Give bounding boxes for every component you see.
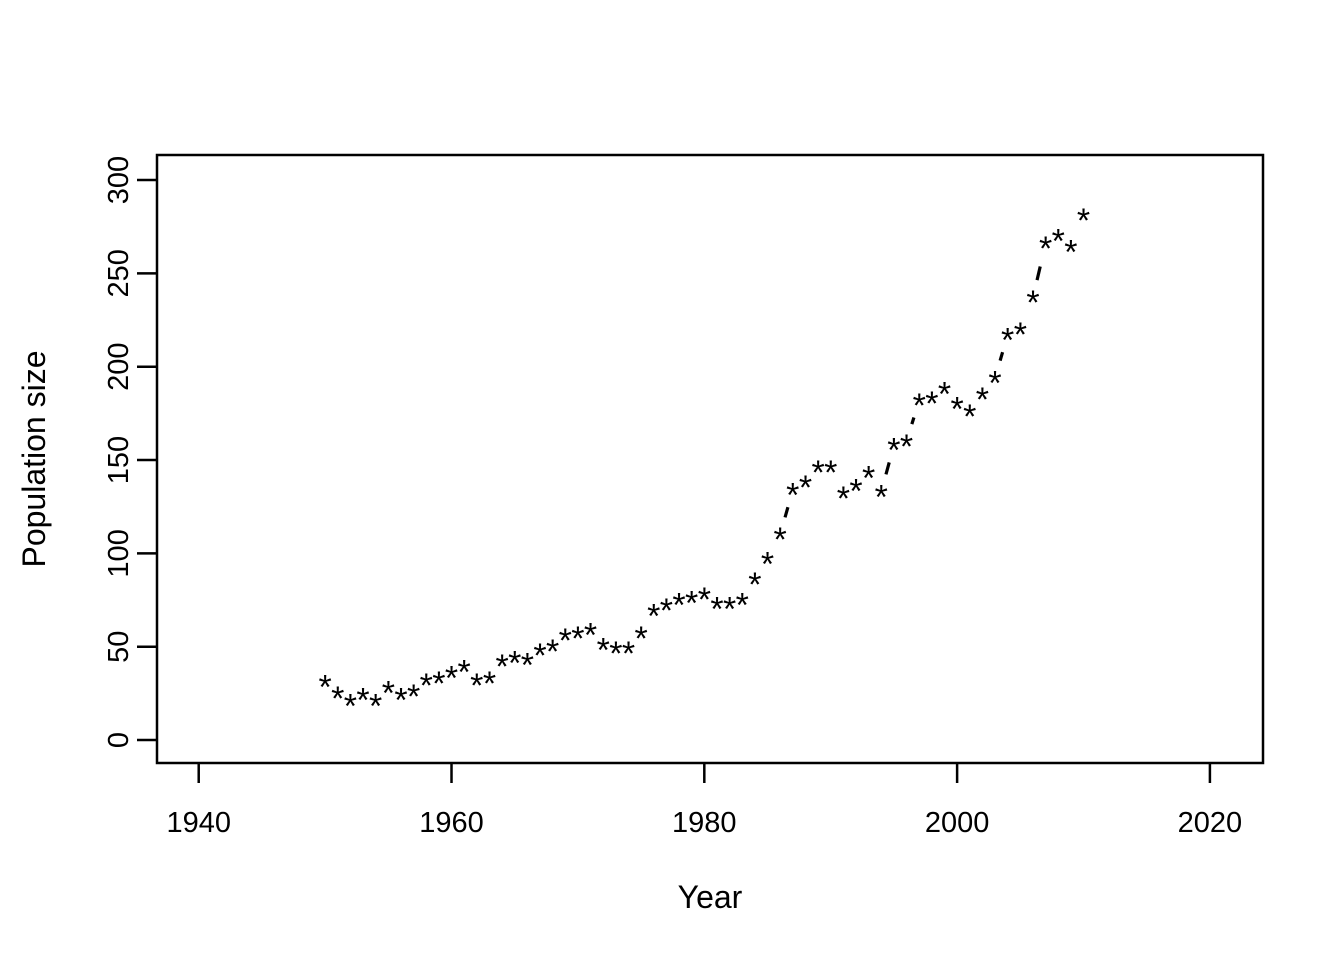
data-point: * (837, 480, 850, 518)
data-point: * (761, 545, 774, 583)
dashed-connectors (783, 260, 1044, 518)
dashed-connector-segment (910, 417, 916, 425)
data-point: * (420, 667, 433, 705)
y-tick-label: 300 (103, 156, 135, 204)
y-tick-label: 200 (103, 342, 135, 390)
data-point: * (887, 432, 900, 470)
dashed-connector-segment (884, 462, 891, 475)
data-point: * (432, 665, 445, 703)
data-point: * (1052, 223, 1065, 261)
data-point: * (622, 635, 635, 673)
data-point: * (445, 659, 458, 697)
data-point: * (1039, 230, 1052, 268)
data-point: * (597, 631, 610, 669)
y-axis: 0 50 100 150 200 250 300 (103, 156, 157, 748)
data-points: * * * * * * * * * * * * * * * * * * * * * * * * * ** * * * * * * ***** * *… (318, 202, 1090, 725)
data-point: * (900, 428, 913, 466)
data-point: * (698, 581, 711, 619)
data-point: * (1064, 234, 1077, 272)
x-axis: 1940 1960 1980 2000 2020 (166, 763, 1242, 839)
data-point: * (1001, 321, 1014, 359)
data-point: * (976, 381, 989, 419)
x-tick-label: 1960 (419, 807, 484, 839)
data-point: * (344, 687, 357, 725)
data-point: * (710, 590, 723, 628)
data-point: * (533, 637, 546, 675)
x-tick-label: 2000 (925, 807, 990, 839)
data-point: * (672, 587, 685, 625)
data-point: * (774, 521, 787, 559)
data-point: * (748, 566, 761, 604)
y-tick-label: 100 (103, 529, 135, 577)
x-tick-label: 1940 (166, 807, 231, 839)
data-point: * (938, 376, 951, 414)
dashed-connector-segment (1035, 260, 1044, 281)
data-point: * (963, 398, 976, 436)
y-tick-label: 50 (103, 631, 135, 663)
data-point: * (875, 478, 888, 516)
data-point: * (470, 667, 483, 705)
data-point: * (331, 680, 344, 718)
data-point: * (458, 654, 471, 692)
data-point: * (950, 391, 963, 429)
data-point: * (546, 633, 559, 671)
data-point: * (609, 635, 622, 673)
data-point: * (634, 620, 647, 658)
data-point: * (862, 460, 875, 498)
dashed-connector-segment (998, 351, 1005, 362)
data-point: * (824, 454, 837, 492)
data-point: * (407, 678, 420, 716)
data-point: * (318, 669, 331, 707)
data-point: * (369, 687, 382, 725)
data-point: * (584, 616, 597, 654)
x-tick-label: 1980 (672, 807, 737, 839)
data-point: * (913, 387, 926, 425)
data-point: * (799, 469, 812, 507)
data-point: * (849, 473, 862, 511)
data-point: * (508, 644, 521, 682)
x-tick-label: 2020 (1178, 807, 1243, 839)
y-tick-label: 250 (103, 249, 135, 297)
data-point: * (811, 454, 824, 492)
data-point: * (559, 622, 572, 660)
data-point: * (1014, 316, 1027, 354)
data-point: * (394, 682, 407, 720)
data-point: * (736, 587, 749, 625)
data-point: * (988, 364, 1001, 402)
data-point: * (1077, 202, 1090, 240)
data-point: * (925, 385, 938, 423)
dashed-connector-segment (783, 506, 790, 518)
data-point: * (723, 590, 736, 628)
data-point: * (483, 665, 496, 703)
data-point: * (685, 585, 698, 623)
data-point: * (786, 476, 799, 514)
data-point: * (521, 646, 534, 684)
y-tick-label: 150 (103, 436, 135, 484)
x-axis-title: Year (678, 879, 743, 915)
data-point: * (571, 620, 584, 658)
data-point: * (495, 648, 508, 686)
data-point: * (660, 592, 673, 630)
y-tick-label: 0 (103, 732, 135, 748)
data-point: * (1026, 284, 1039, 322)
y-axis-title: Population size (16, 350, 52, 567)
data-point: * (647, 598, 660, 636)
data-point: * (356, 682, 369, 720)
data-point: * (382, 674, 395, 712)
